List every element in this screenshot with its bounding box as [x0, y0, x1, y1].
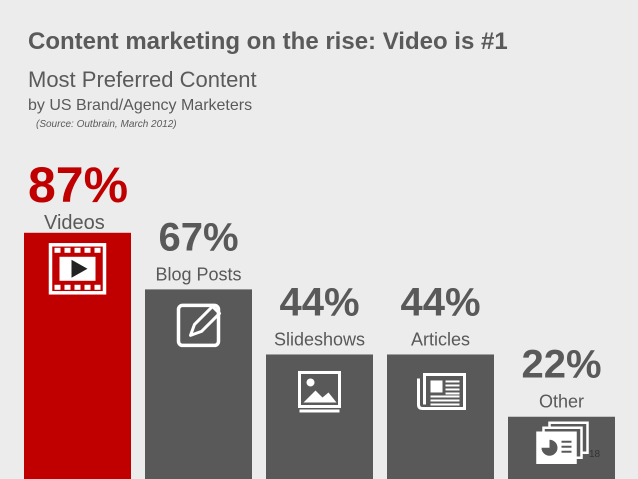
chart-subtitle-audience: by US Brand/Agency Marketers — [28, 97, 253, 114]
value-label: 87% — [28, 157, 128, 213]
category-label: Blog Posts — [155, 264, 241, 284]
chart-title: Content marketing on the rise: Video is … — [28, 28, 508, 55]
chart-source: (Source: Outbrain, March 2012) — [36, 119, 177, 130]
video-icon — [48, 243, 107, 295]
category-label: Slideshows — [274, 329, 365, 349]
bar-blog-posts — [145, 289, 252, 479]
value-label: 44% — [400, 280, 480, 324]
bar-slideshows — [266, 354, 373, 479]
chart-subtitle: Most Preferred Content — [28, 67, 257, 92]
value-label: 44% — [279, 280, 359, 324]
value-label: 22% — [521, 343, 601, 387]
presentation-icon — [536, 421, 589, 464]
category-label: Articles — [411, 329, 470, 349]
category-label: Other — [539, 392, 584, 412]
newspaper-icon — [417, 372, 466, 410]
pencil-icon — [176, 303, 221, 348]
image-icon — [298, 370, 341, 413]
category-label: Videos — [44, 212, 105, 234]
page-number: 18 — [589, 449, 601, 460]
value-label: 67% — [158, 215, 238, 259]
